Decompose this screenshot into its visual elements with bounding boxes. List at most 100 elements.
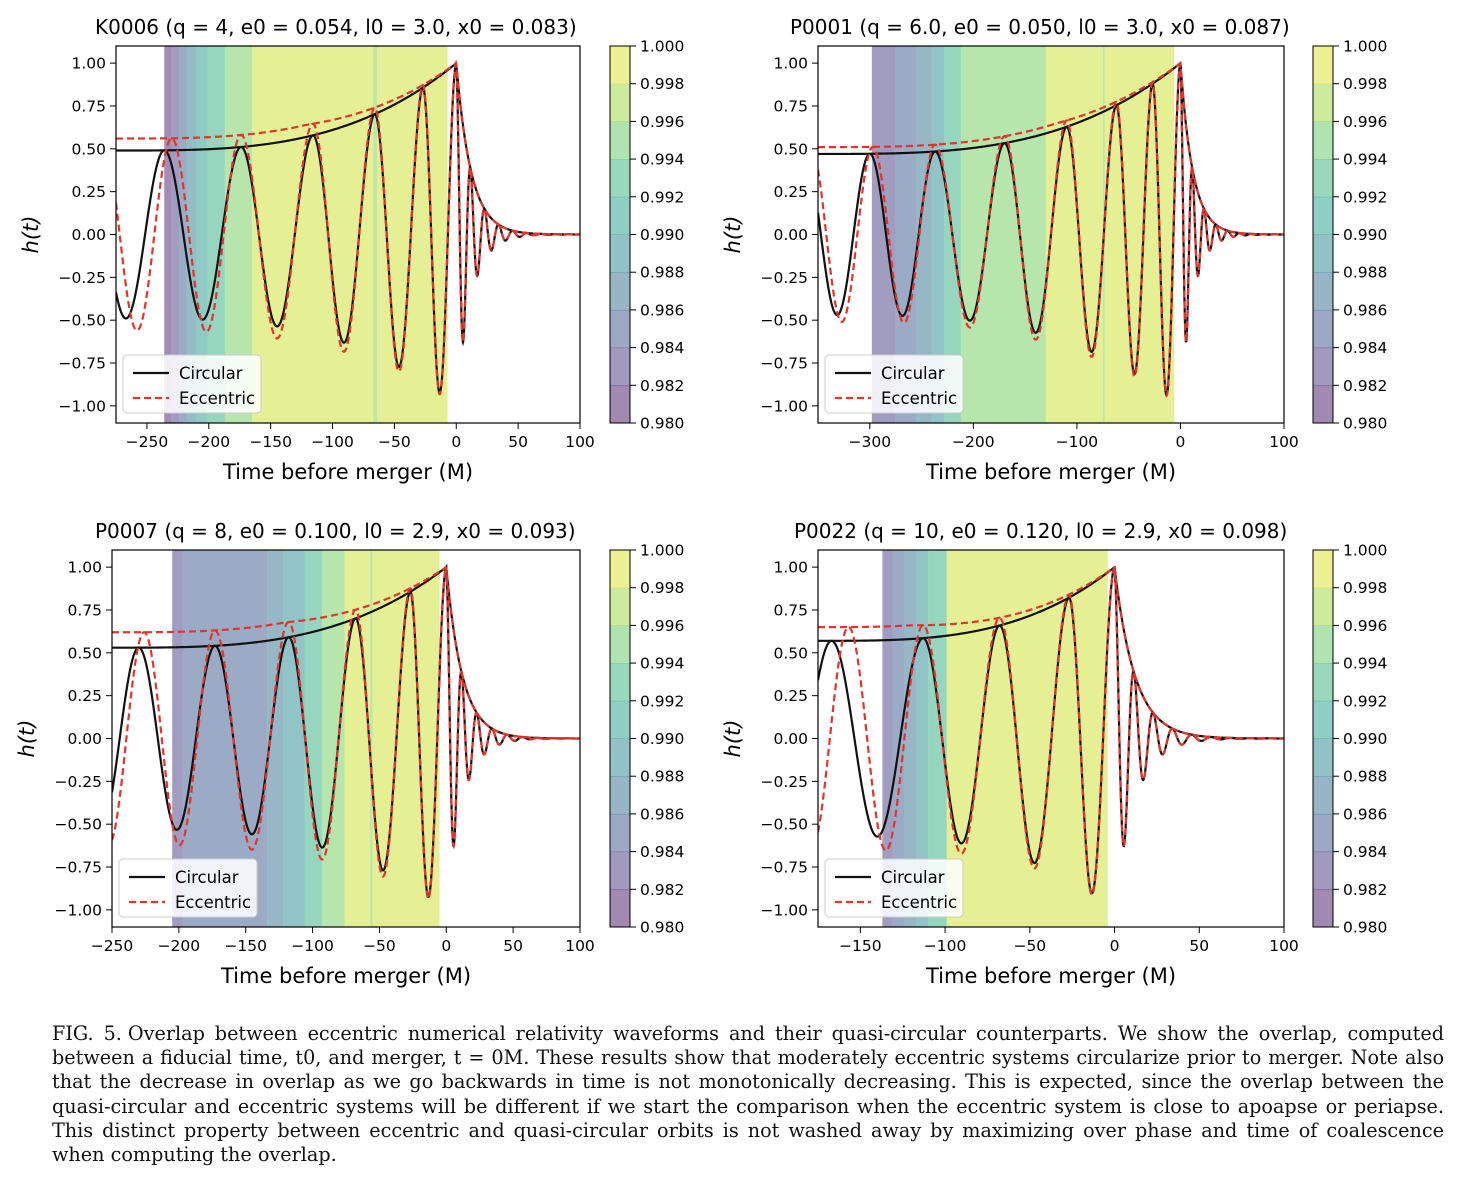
eccentric-series-line	[818, 62, 1284, 398]
colorbar-segment	[1313, 83, 1333, 122]
colorbar-tick-label: 0.982	[640, 881, 684, 899]
eccentric-series-amplitude	[116, 61, 580, 236]
eccentric-series-amplitude	[818, 61, 1284, 236]
overlap-band	[370, 550, 373, 927]
colorbar-segment	[610, 272, 630, 311]
y-tick-label: −0.25	[59, 269, 107, 287]
y-tick-label: 0.00	[773, 226, 808, 244]
colorbar-segment	[610, 234, 630, 273]
colorbar-segment	[610, 625, 630, 664]
y-tick-label: 1.00	[773, 55, 808, 73]
x-axis-label: Time before merger (M)	[222, 460, 473, 484]
colorbar-segment	[1313, 625, 1333, 664]
panel-K0006: −250 −200 −150 −100 −50 0 50 100 1.00 0.75 0.50 0.2…	[19, 15, 684, 484]
colorbar-tick-label: 0.984	[1343, 843, 1387, 861]
overlap-band	[164, 46, 172, 423]
overlap-bands	[871, 46, 1175, 423]
colorbar-segment	[610, 738, 630, 777]
colorbar-tick-label: 0.980	[1343, 415, 1387, 433]
colorbar-segment	[610, 385, 630, 424]
legend-label-circular: Circular	[179, 364, 243, 383]
eccentric-series-amplitude	[818, 565, 1284, 740]
colorbar-tick-label: 0.984	[640, 339, 684, 357]
colorbar-tick-label: 0.986	[1343, 301, 1387, 319]
colorbar-tick-label: 0.998	[640, 579, 684, 597]
colorbar-segment	[1313, 347, 1333, 386]
x-tick-label: −100	[311, 433, 354, 451]
colorbar-tick-label: 1.000	[1343, 38, 1387, 56]
colorbar-tick-label: 0.990	[640, 730, 684, 748]
overlap-band	[186, 46, 197, 423]
colorbar-tick-label: 0.982	[1343, 881, 1387, 899]
colorbar-tick-label: 0.988	[640, 768, 684, 786]
colorbar-tick-label: 0.994	[1343, 655, 1387, 673]
y-tick-label: 1.00	[71, 55, 106, 73]
y-tick-label: 0.00	[773, 730, 808, 748]
overlap-band	[321, 550, 345, 927]
x-tick-label: 0	[451, 433, 461, 451]
y-axis-label: h(t)	[721, 216, 745, 254]
x-axis-label: Time before merger (M)	[220, 964, 471, 988]
x-tick-label: −300	[848, 433, 891, 451]
legend-label-circular: Circular	[881, 868, 945, 887]
y-axis-label: h(t)	[19, 216, 43, 254]
colorbar-segment	[610, 889, 630, 928]
y-tick-label: −0.50	[59, 312, 107, 330]
y-tick-label: 0.75	[71, 97, 106, 115]
caption-text: Overlap between eccentric numerical rela…	[52, 1022, 1444, 1167]
colorbar: 1.000 0.998 0.996 0.994 0.992 0.990 0.988 0.986…	[609, 542, 684, 937]
x-tick-label: 0	[1110, 937, 1120, 955]
colorbar-segment	[610, 347, 630, 386]
legend-label-circular: Circular	[881, 364, 945, 383]
y-tick-label: −0.25	[55, 773, 103, 791]
y-tick-label: −1.00	[761, 901, 809, 919]
panel-P0001: −300 −200 −100 0 100 1.00 0.75 0.50 0.25 0.00 −0.2…	[721, 15, 1387, 484]
colorbar-tick-label: 0.990	[1343, 226, 1387, 244]
colorbar-tick-label: 0.992	[640, 692, 684, 710]
y-tick-label: 0.75	[773, 97, 808, 115]
colorbar-tick-label: 0.990	[1343, 730, 1387, 748]
colorbar-segment	[610, 196, 630, 235]
y-tick-label: 0.00	[67, 730, 102, 748]
y-tick-label: −0.75	[761, 355, 809, 373]
colorbar-segment	[610, 776, 630, 815]
legend-label-eccentric: Eccentric	[881, 389, 957, 408]
y-tick-label: 0.75	[773, 601, 808, 619]
y-tick-label: −1.00	[761, 397, 809, 415]
x-tick-label: 100	[565, 937, 595, 955]
chart-title: K0006 (q = 4, e0 = 0.054, l0 = 3.0, x0 =…	[95, 15, 577, 39]
overlap-band	[871, 46, 896, 423]
y-axis-label: h(t)	[15, 720, 39, 758]
x-tick-label: 0	[441, 937, 451, 955]
colorbar-tick-label: 0.998	[640, 75, 684, 93]
colorbar-tick-label: 0.992	[1343, 188, 1387, 206]
colorbar-tick-label: 0.988	[1343, 768, 1387, 786]
legend-label-eccentric: Eccentric	[881, 893, 957, 912]
overlap-band	[960, 46, 1046, 423]
legend-label-eccentric: Eccentric	[175, 893, 251, 912]
colorbar-tick-label: 0.988	[640, 264, 684, 282]
colorbar-tick-label: 0.980	[1343, 919, 1387, 937]
colorbar-segment	[1313, 121, 1333, 160]
colorbar-segment	[610, 159, 630, 198]
colorbar-tick-label: 0.994	[640, 655, 684, 673]
overlap-band	[283, 550, 305, 927]
panel-P0022: −150 −100 −50 0 50 100 1.00 0.75 0.50 0.25 0.00 −0.…	[721, 519, 1387, 988]
x-tick-label: −100	[924, 937, 967, 955]
colorbar-segment	[1313, 272, 1333, 311]
colorbar-tick-label: 0.992	[640, 188, 684, 206]
x-tick-label: −50	[363, 937, 396, 955]
colorbar-segment	[610, 700, 630, 739]
y-tick-label: −0.25	[761, 773, 809, 791]
overlap-band	[1045, 46, 1103, 423]
overlap-band	[171, 46, 180, 423]
y-tick-label: 1.00	[67, 559, 102, 577]
colorbar-segment	[610, 587, 630, 626]
x-tick-label: 100	[1269, 433, 1299, 451]
overlap-band	[892, 550, 905, 927]
colorbar-segment	[1313, 663, 1333, 702]
colorbar-segment	[1313, 196, 1333, 235]
y-tick-label: −0.75	[55, 859, 103, 877]
y-tick-label: 0.50	[67, 644, 102, 662]
colorbar-segment	[1313, 889, 1333, 928]
